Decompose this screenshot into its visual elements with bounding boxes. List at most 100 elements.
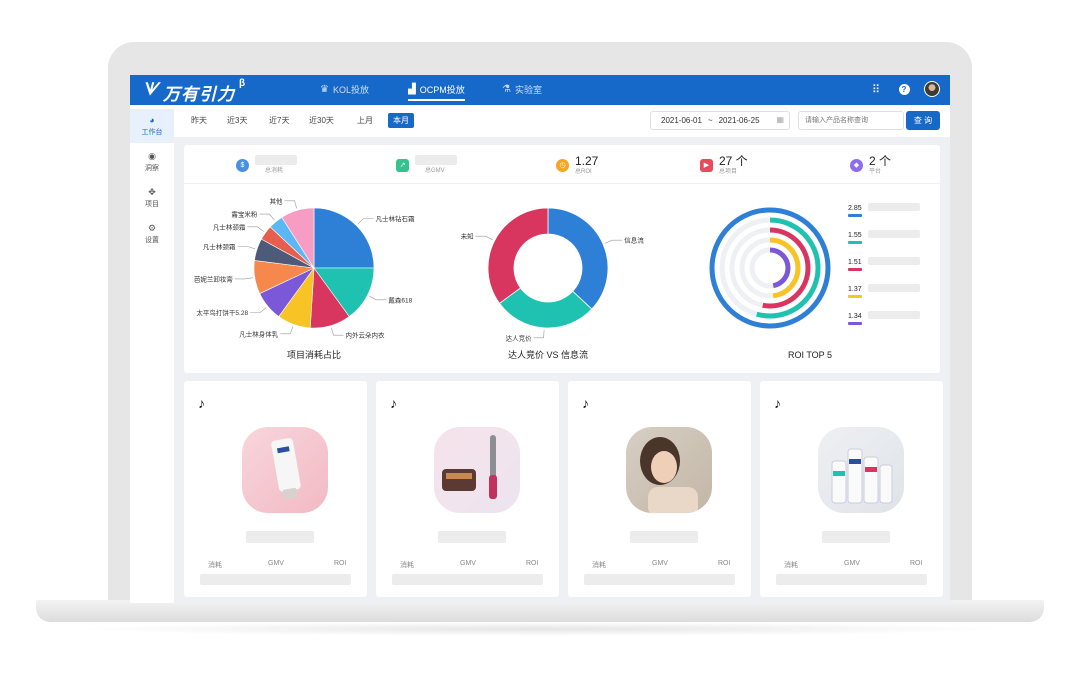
metric-roi-label: ROI <box>334 560 347 567</box>
sidebar-item-insight[interactable]: ◉ 洞察 <box>130 145 174 179</box>
roi-name-placeholder <box>868 284 920 292</box>
stat-value-placeholder <box>415 155 457 165</box>
nav-kol-label: KOL投放 <box>332 85 369 95</box>
pie-leader-line <box>369 295 387 301</box>
range-3-days[interactable]: 近3天 <box>227 116 248 125</box>
trend-icon: ↗ <box>396 158 409 172</box>
donut-segment <box>547 207 609 310</box>
tiktok-icon: ♪ <box>582 395 589 411</box>
range-7-days[interactable]: 近7天 <box>269 116 290 125</box>
metric-values-placeholder <box>584 574 735 585</box>
metric-roi-label: ROI <box>718 560 731 567</box>
laptop-base <box>36 600 1044 622</box>
apps-grid-icon[interactable]: ⠿ <box>871 83 881 96</box>
pie-slice-label: 戴森618 <box>388 295 412 304</box>
chart-title-project-spend: 项目消耗占比 <box>287 349 341 360</box>
stat-total-projects: ▶ 27 个 总项目 <box>700 151 748 179</box>
nav-ocpm[interactable]: ▟ OCPM投放 <box>408 75 465 105</box>
sidebar-item-settings[interactable]: ⚙ 设置 <box>130 217 174 251</box>
logo-mark-icon: ᗐ <box>142 80 159 99</box>
stat-label: 总ROI <box>575 168 592 175</box>
pie-slice-label: 内外云朵内衣 <box>346 331 386 340</box>
user-avatar[interactable] <box>924 81 940 97</box>
pie-leader-line <box>259 213 275 221</box>
eye-icon: ◉ <box>148 150 156 161</box>
metric-spend-label: 消耗 <box>784 562 798 569</box>
metric-spend-label: 消耗 <box>400 562 414 569</box>
nav-lab[interactable]: ⚗ 实验室 <box>502 75 542 105</box>
product-card[interactable]: ♪ 消耗 GMV ROI <box>184 381 367 597</box>
logo-text: 万有引力 <box>163 85 235 104</box>
stat-label: 总项目 <box>719 168 738 175</box>
sidebar-item-projects[interactable]: ✥ 项目 <box>130 181 174 215</box>
metric-gmv-label: GMV <box>460 560 476 567</box>
pie-slice-label: 凡士林颈霜 <box>213 222 246 231</box>
roi-legend-swatch <box>848 295 862 298</box>
crown-icon: ♛ <box>320 84 329 95</box>
roi-value-label: 1.55 <box>848 232 862 239</box>
sidebar-item-label: 项目 <box>145 200 159 208</box>
cube-icon: ◆ <box>850 158 863 172</box>
stat-total-gmv: ↗ 总GMV <box>396 151 457 179</box>
metric-spend-label: 消耗 <box>208 562 222 569</box>
pie-slice-label: 芭妮兰卸妆膏 <box>194 274 234 283</box>
metric-gmv-label: GMV <box>268 560 284 567</box>
app-logo[interactable]: ᗐ 万有引力 β <box>142 78 246 105</box>
bar-chart-icon: ▟ <box>408 84 416 95</box>
donut-segment-label: 未知 <box>461 232 474 241</box>
pie-slice-label: 露宝米粉 <box>231 210 258 219</box>
stat-value: 1.27 <box>575 153 599 168</box>
nav-kol[interactable]: ♛ KOL投放 <box>320 75 369 105</box>
donut-segment <box>487 207 549 304</box>
roi-ring <box>739 237 801 299</box>
date-range-picker[interactable]: 2021-06-01 ~ 2021-06-25 ▦ <box>650 111 790 130</box>
product-name-placeholder <box>438 531 506 543</box>
stat-value: 2 个 <box>869 153 892 168</box>
tiktok-icon: ♪ <box>390 395 397 411</box>
range-this-month[interactable]: 本月 <box>388 113 414 128</box>
product-card[interactable]: ♪ 消耗 GMV ROI <box>376 381 559 597</box>
product-card[interactable]: ♪ 消耗 GMV ROI <box>568 381 751 597</box>
dashboard-icon: ◕ <box>149 114 155 125</box>
top-bar: ᗐ 万有引力 β ♛ KOL投放 ▟ OCPM投放 ⚗ 实验室 ⠿ ? <box>130 75 950 105</box>
product-name-placeholder <box>822 531 890 543</box>
donut-segment-label: 信息流 <box>624 236 644 245</box>
alarm-icon: ◷ <box>556 158 569 172</box>
filter-bar: 昨天 近3天 近7天 近30天 上月 本月 2021-06-01 ~ 2021-… <box>174 105 950 137</box>
range-30-days[interactable]: 近30天 <box>309 116 334 125</box>
roi-name-placeholder <box>868 257 920 265</box>
range-yesterday[interactable]: 昨天 <box>191 116 207 125</box>
product-name-placeholder <box>630 531 698 543</box>
sidebar-item-workbench[interactable]: ◕ 工作台 <box>130 109 174 143</box>
laptop-shadow <box>70 622 1010 636</box>
pie-slice <box>313 267 375 317</box>
roi-legend-swatch <box>848 322 862 325</box>
sidebar: ◕ 工作台 ◉ 洞察 ✥ 项目 ⚙ 设置 <box>130 105 174 603</box>
nav-ocpm-label: OCPM投放 <box>419 85 465 95</box>
donut-leader-line <box>475 235 493 241</box>
pie-leader-line <box>247 226 265 232</box>
roi-legend-swatch <box>848 268 862 271</box>
metric-values-placeholder <box>200 574 351 585</box>
search-button[interactable]: 查 询 <box>906 111 940 130</box>
stat-platforms: ◆ 2 个 平台 <box>850 151 891 179</box>
roi-legend-swatch <box>848 214 862 217</box>
model-portrait-image <box>626 427 712 513</box>
metric-roi-label: ROI <box>526 560 539 567</box>
product-card[interactable]: ♪ 消耗 GMV ROI <box>760 381 943 597</box>
help-button[interactable]: ? <box>896 81 912 97</box>
range-last-month[interactable]: 上月 <box>357 116 373 125</box>
product-search-input[interactable] <box>798 111 904 130</box>
pie-slice <box>281 207 315 270</box>
pie-leader-line <box>234 277 253 280</box>
pie-leader-line <box>357 218 374 225</box>
stat-label: 总GMV <box>425 168 445 174</box>
pie-leader-line <box>280 326 294 335</box>
tiktok-icon: ♪ <box>774 395 781 411</box>
play-icon: ▶ <box>700 158 713 172</box>
pie-slice-label: 凡士林钻石霜 <box>375 214 415 223</box>
roi-ring <box>709 207 831 329</box>
flask-icon: ⚗ <box>502 84 511 95</box>
metric-gmv-label: GMV <box>844 560 860 567</box>
